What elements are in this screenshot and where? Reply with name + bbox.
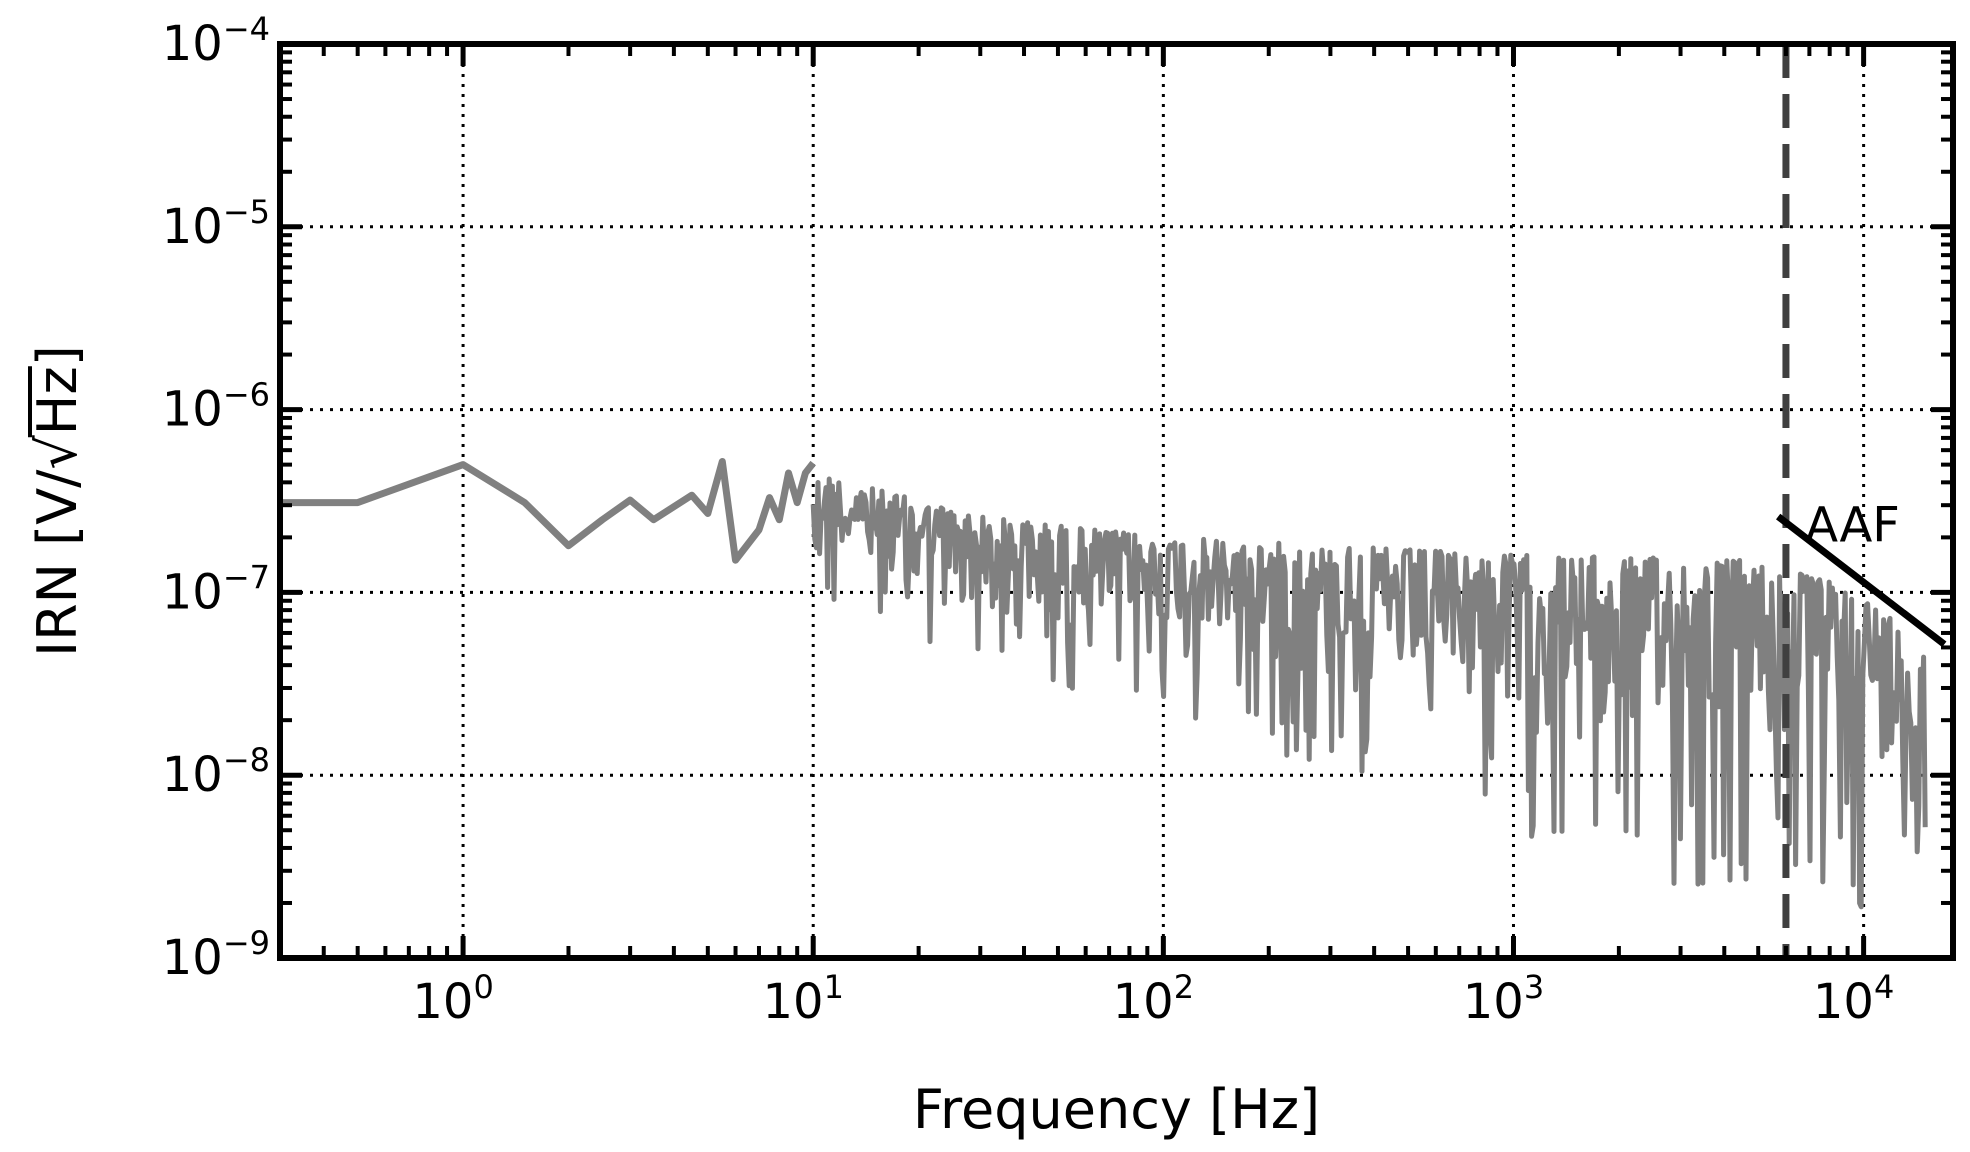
y-axis-label-prefix: IRN [V/ xyxy=(26,469,89,657)
series-line xyxy=(280,458,816,564)
y-axis-label-suffix: ] xyxy=(26,345,89,366)
noise-trace xyxy=(810,476,1928,910)
series-layer xyxy=(280,458,816,564)
y-tick-label: 10−5 xyxy=(162,193,270,255)
x-axis-label: Frequency [Hz] xyxy=(913,1078,1320,1141)
x-tick-label: 102 xyxy=(1113,968,1194,1030)
annotation-layer: AAF xyxy=(1776,44,1947,958)
aaf-slope-line xyxy=(1776,513,1947,648)
y-tick-label: 10−9 xyxy=(162,924,270,986)
sqrt-glyph: √ xyxy=(26,435,89,470)
y-tick-label: 10−7 xyxy=(162,558,270,620)
x-tick-label: 104 xyxy=(1813,968,1894,1030)
y-tick-label: 10−6 xyxy=(162,376,270,438)
noise-band xyxy=(810,476,1928,910)
svg-text:IRN [V/√Hz]: IRN [V/√Hz] xyxy=(26,345,89,657)
aaf-label: AAF xyxy=(1805,497,1900,553)
tick-labels: 100 101 102 103 104 10−9 10−8 10−7 10−6 10−5 10−4 xyxy=(162,10,1895,1030)
x-tick-label: 100 xyxy=(412,968,493,1030)
x-tick-label: 101 xyxy=(762,968,843,1030)
y-tick-label: 10−8 xyxy=(162,741,270,803)
plot-frame xyxy=(277,41,1956,961)
x-tick-label: 103 xyxy=(1463,968,1544,1030)
y-axis-label-radicand: Hz xyxy=(26,366,89,435)
y-tick-label: 10−4 xyxy=(162,10,270,72)
y-axis-label: IRN [V/√Hz] xyxy=(26,345,89,657)
